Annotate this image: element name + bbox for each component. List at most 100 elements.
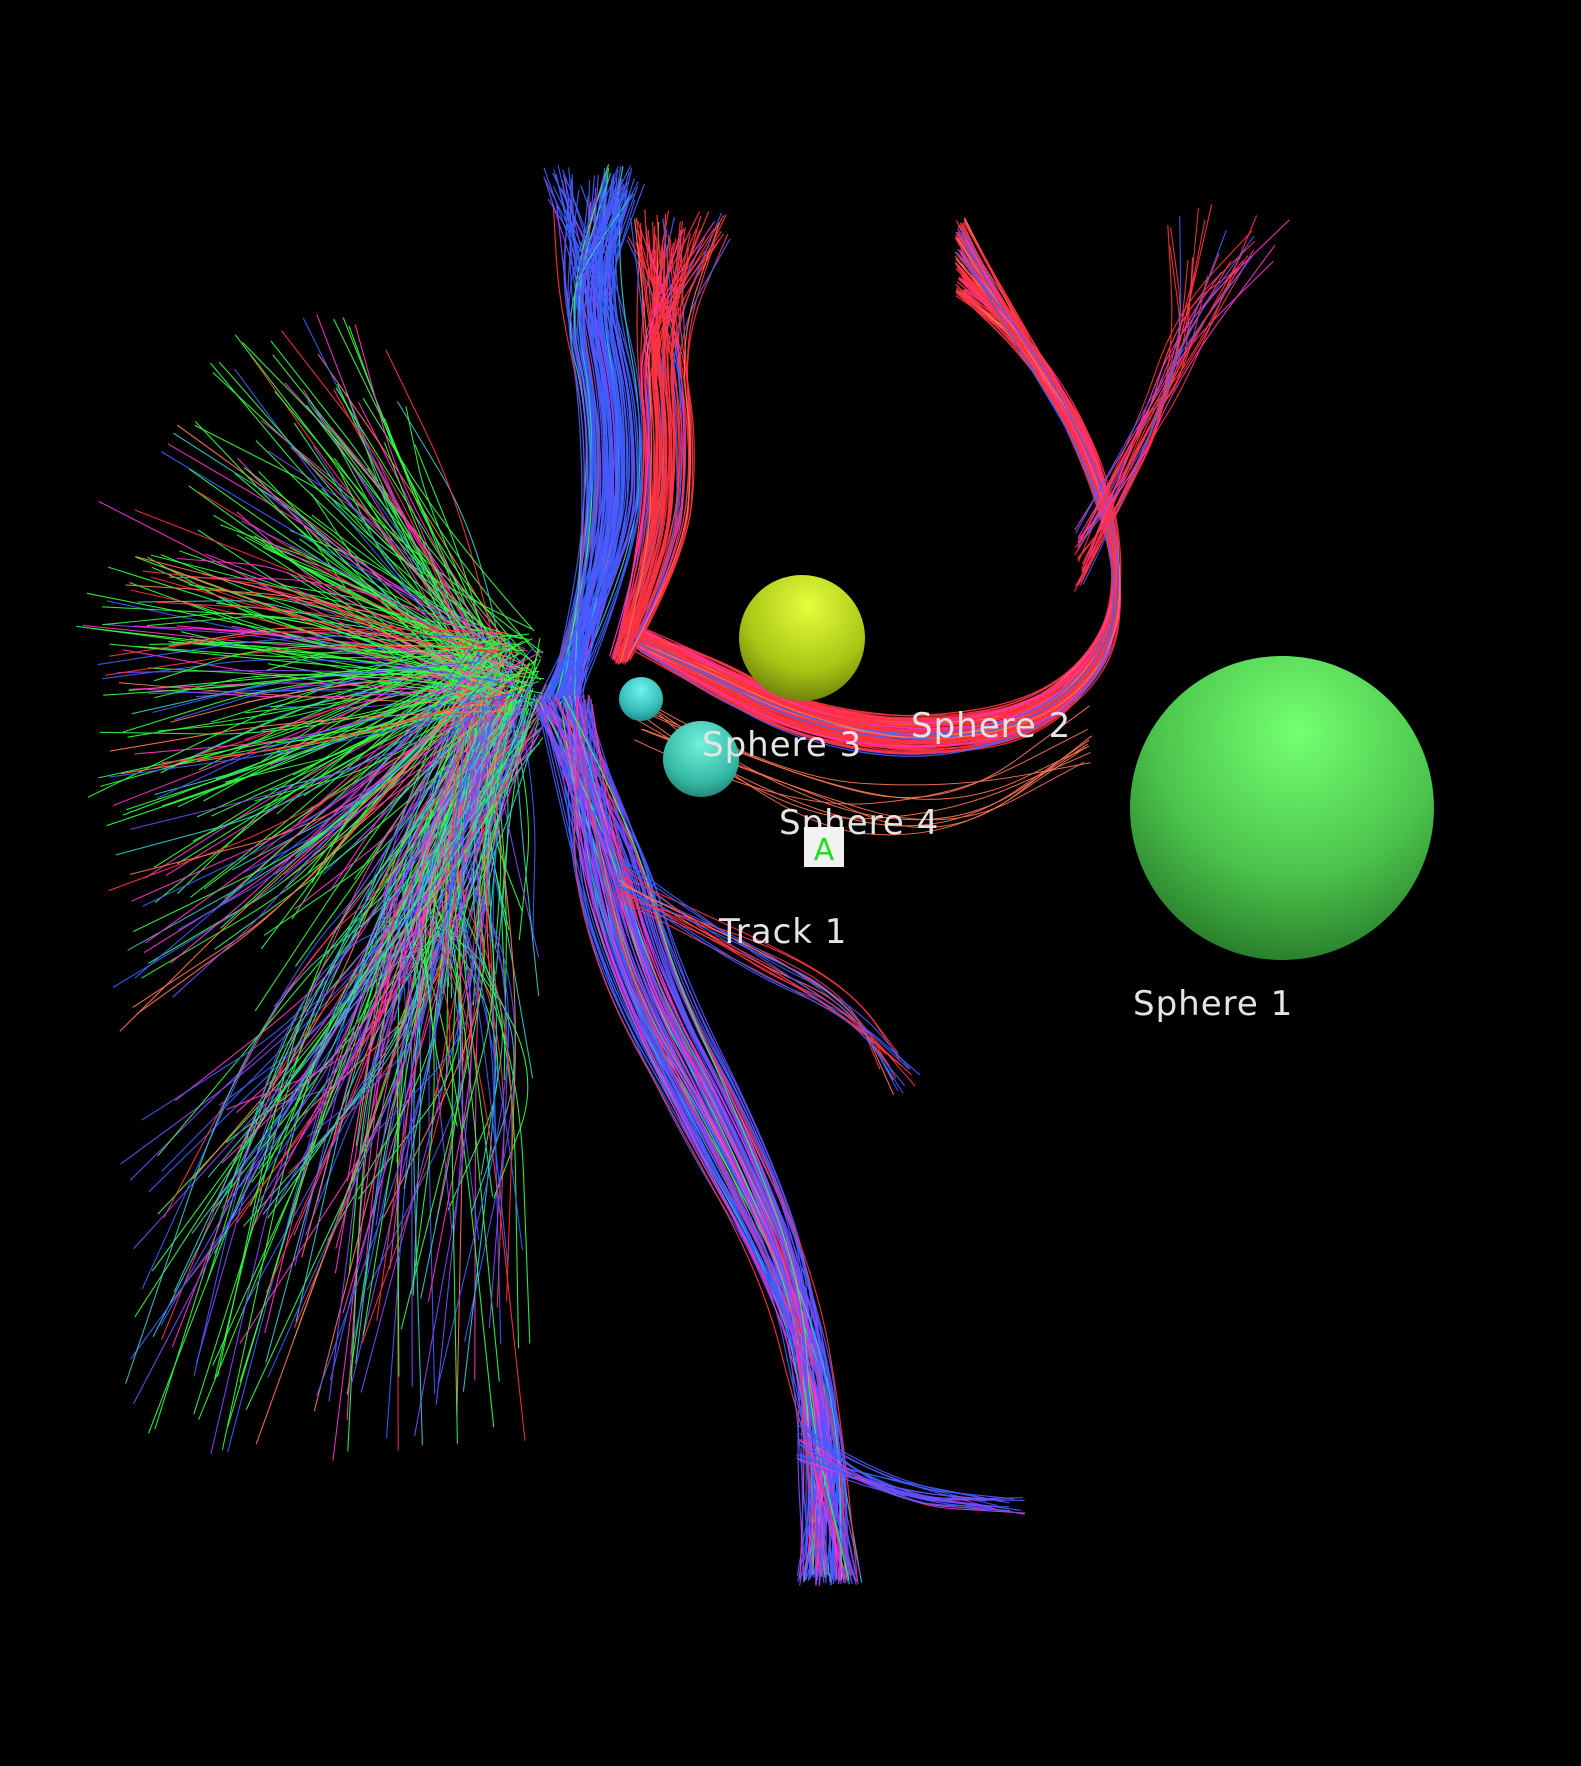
- streamline: [620, 218, 652, 664]
- streamline: [253, 535, 520, 646]
- streamline: [634, 219, 1120, 737]
- streamline: [337, 383, 475, 689]
- streamline: [504, 650, 536, 942]
- streamline: [337, 467, 529, 641]
- streamline: [568, 165, 632, 701]
- streamline: [616, 884, 899, 1092]
- streamline: [565, 193, 631, 698]
- streamline: [99, 682, 490, 735]
- streamline: [396, 401, 501, 650]
- streamline: [636, 253, 1120, 724]
- streamline: [638, 240, 1120, 727]
- streamline: [417, 716, 499, 1302]
- streamline: [562, 694, 838, 1575]
- sphere-2-shape[interactable]: [739, 575, 865, 701]
- streamline: [251, 734, 539, 1229]
- streamline: [172, 640, 477, 998]
- streamline: [250, 676, 533, 697]
- streamline: [88, 633, 470, 798]
- sphere-1-label: Sphere 1: [1133, 984, 1293, 1024]
- streamline: [644, 237, 1118, 717]
- streamline: [262, 699, 522, 1215]
- streamline: [108, 668, 532, 892]
- streamline: [167, 443, 477, 642]
- streamline: [568, 167, 601, 701]
- streamline: [570, 204, 642, 703]
- streamline: [1079, 245, 1181, 586]
- streamline: [430, 710, 513, 1126]
- streamline: [142, 570, 471, 706]
- streamline: [641, 279, 1120, 720]
- streamline: [410, 726, 543, 1387]
- streamline: [640, 293, 1119, 722]
- streamline: [610, 228, 697, 659]
- streamline: [566, 197, 641, 700]
- streamline: [613, 211, 701, 660]
- streamline: [636, 277, 1119, 728]
- streamline: [119, 662, 531, 1032]
- streamline: [575, 695, 828, 1576]
- streamline: [143, 660, 504, 954]
- marker-letter: A: [814, 833, 835, 868]
- sphere-3-shape[interactable]: [619, 677, 663, 721]
- streamline: [137, 600, 469, 708]
- streamline: [797, 1424, 1014, 1500]
- streamline: [258, 693, 496, 1170]
- streamline: [400, 701, 538, 1330]
- streamline: [451, 710, 498, 1170]
- streamline: [360, 703, 528, 1393]
- streamline: [635, 231, 1113, 727]
- streamline: [134, 659, 508, 755]
- streamline: [641, 219, 1115, 734]
- streamline: [354, 324, 508, 651]
- streamline: [129, 688, 532, 830]
- streamline: [544, 190, 639, 696]
- streamline: [97, 634, 489, 666]
- streamline: [555, 167, 619, 697]
- streamline: [641, 238, 1119, 728]
- streamline: [537, 698, 814, 1575]
- streamline: [567, 696, 836, 1582]
- streamline: [109, 710, 502, 752]
- streamline: [134, 692, 509, 979]
- streamline: [1077, 244, 1276, 540]
- streamline: [333, 457, 542, 681]
- streamline: [362, 397, 535, 632]
- streamline: [619, 861, 911, 1070]
- streamline: [635, 223, 1120, 726]
- streamline: [558, 196, 624, 703]
- sphere-4-shape[interactable]: [663, 721, 739, 797]
- streamline: [643, 263, 1120, 724]
- streamline: [262, 546, 527, 692]
- streamline: [212, 372, 544, 654]
- streamline: [333, 388, 498, 678]
- annotation-marker[interactable]: A: [804, 827, 844, 868]
- streamline: [444, 695, 526, 1441]
- streamline: [168, 576, 483, 639]
- streamline: [543, 699, 826, 1580]
- streamline: [638, 237, 1121, 748]
- streamline: [636, 253, 1117, 727]
- streamline: [290, 446, 501, 666]
- streamline: [644, 263, 1118, 721]
- streamline: [641, 232, 1118, 726]
- streamline: [141, 745, 478, 1121]
- streamline: [627, 236, 694, 659]
- streamline: [621, 242, 663, 656]
- streamline: [641, 222, 1120, 727]
- streamline: [634, 251, 1120, 722]
- streamline: [636, 257, 1118, 722]
- streamline: [242, 342, 488, 691]
- streamline: [622, 211, 710, 656]
- streamline: [554, 698, 859, 1582]
- streamline: [145, 694, 520, 944]
- streamline: [548, 202, 596, 705]
- sphere-1-shape[interactable]: [1130, 656, 1434, 960]
- streamline: [481, 661, 507, 1081]
- streamline: [424, 726, 481, 1127]
- streamline: [132, 674, 479, 1008]
- streamline: [383, 418, 535, 666]
- streamline: [451, 709, 512, 1444]
